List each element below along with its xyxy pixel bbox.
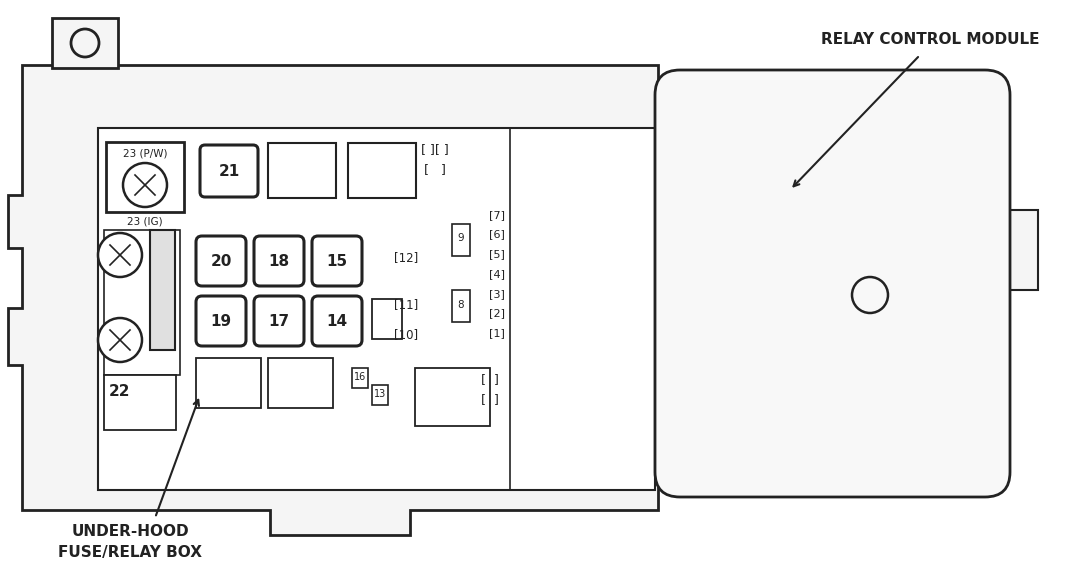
Polygon shape [7,65,658,535]
Bar [196,358,261,408]
Text: [10]: [10] [394,328,418,342]
Text: [11]: [11] [394,298,418,312]
Text: RELAY CONTROL MODULE: RELAY CONTROL MODULE [821,33,1039,48]
FancyBboxPatch shape [254,296,304,346]
Text: [1]: [1] [489,328,505,338]
Text: 16: 16 [354,372,366,382]
Text: 15: 15 [326,254,348,269]
FancyBboxPatch shape [254,236,304,286]
FancyBboxPatch shape [655,70,1010,497]
Text: 21: 21 [218,164,240,179]
Circle shape [852,277,888,313]
Bar [348,143,416,198]
Text: 18: 18 [269,254,290,269]
Bar [1008,210,1038,290]
Bar [104,375,175,430]
Text: 23 (IG): 23 (IG) [127,217,163,227]
Text: [   ]: [ ] [424,164,446,176]
Text: [12]: [12] [394,251,418,265]
Text: [2]: [2] [489,308,505,318]
Bar [104,230,180,375]
Text: UNDER-HOOD: UNDER-HOOD [72,525,188,540]
Text: 19: 19 [211,313,231,328]
Text: 23 (P/W): 23 (P/W) [123,149,167,159]
Text: [6]: [6] [489,229,505,239]
Bar [268,358,333,408]
FancyBboxPatch shape [200,145,258,197]
Circle shape [71,29,100,57]
Bar [352,368,368,388]
Text: FUSE/RELAY BOX: FUSE/RELAY BOX [58,545,202,560]
Text: 14: 14 [326,313,348,328]
Text: 9: 9 [458,233,464,243]
Text: [4]: [4] [489,269,505,279]
Circle shape [123,163,167,207]
Text: [3]: [3] [489,289,505,299]
Text: [  ]: [ ] [482,394,499,406]
Text: 8: 8 [458,300,464,310]
Text: [7]: [7] [489,210,505,220]
Bar [415,368,490,426]
Text: [  ]: [ ] [482,374,499,386]
Text: 13: 13 [373,389,386,399]
Bar [372,299,402,339]
Bar [372,385,388,405]
Text: 17: 17 [269,313,290,328]
FancyBboxPatch shape [312,236,362,286]
Text: 20: 20 [211,254,232,269]
FancyBboxPatch shape [196,296,246,346]
Circle shape [98,318,142,362]
Polygon shape [52,18,118,68]
FancyBboxPatch shape [196,236,246,286]
Bar [106,142,184,212]
Bar [98,128,655,490]
Text: [ ][ ]: [ ][ ] [422,144,449,157]
Bar [150,230,175,350]
Text: [5]: [5] [489,249,505,259]
FancyBboxPatch shape [312,296,362,346]
Bar [452,290,470,322]
Bar [452,224,470,256]
Circle shape [98,233,142,277]
Bar [268,143,336,198]
Text: 22: 22 [109,385,131,400]
